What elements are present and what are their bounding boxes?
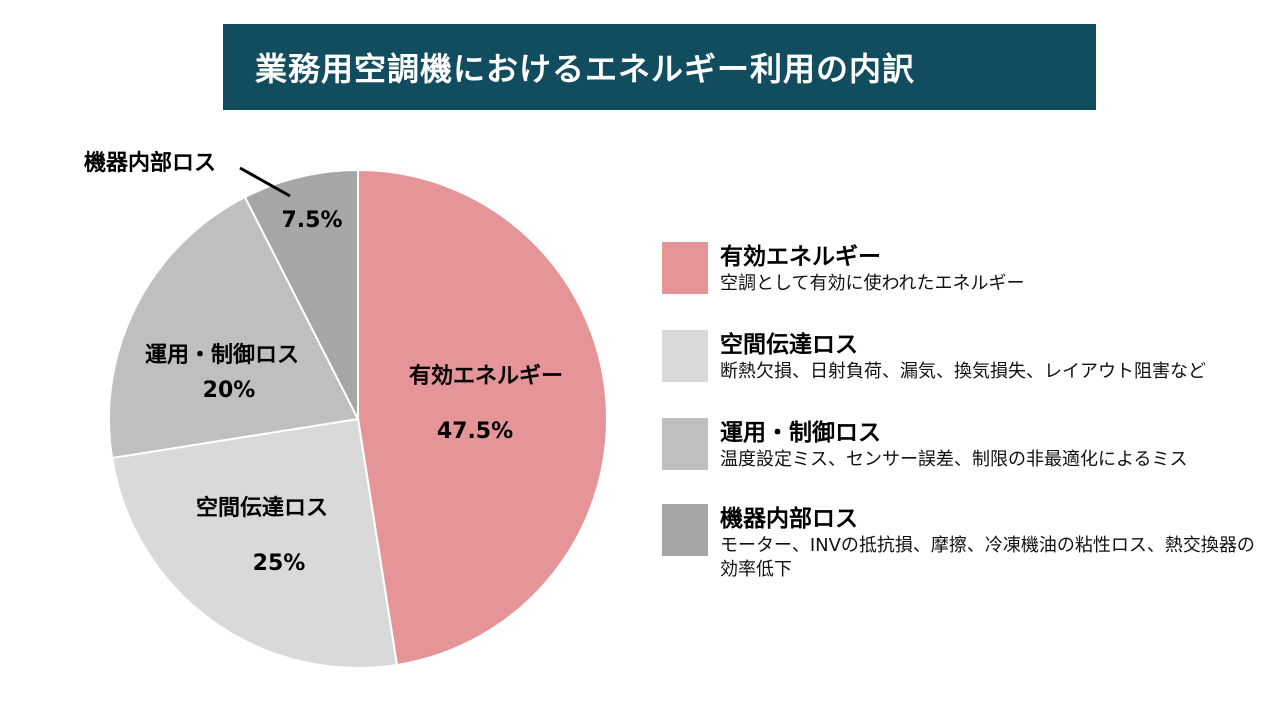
legend-desc-effective: 空調として有効に使われたエネルギー (720, 273, 1025, 294)
slice-value-spatial: 25% (253, 551, 306, 576)
leader-line (239, 166, 291, 198)
legend-title-operation: 運用・制御ロス (720, 420, 881, 446)
slice-label-effective: 有効エネルギー (409, 363, 563, 389)
legend-desc-internal: モーター、INVの抵抗損、摩擦、冷凍機油の粘性ロス、熱交換器の効率低下 (720, 535, 1255, 580)
slice-label-spatial: 空間伝達ロス (196, 495, 328, 521)
legend-swatch-operation (662, 418, 708, 470)
slice-value-internal: 7.5% (281, 208, 342, 233)
slice-value-operation: 20% (203, 378, 256, 403)
pie-slice-internal (243, 168, 359, 420)
slice-value-effective: 47.5% (437, 419, 513, 444)
pie-slice-spatial (110, 417, 399, 669)
legend-title-spatial: 空間伝達ロス (720, 332, 858, 358)
legend-title-internal: 機器内部ロス (720, 506, 858, 532)
chart-title: 業務用空調機におけるエネルギー利用の内訳 (223, 24, 1096, 110)
legend-swatch-internal (662, 504, 708, 556)
legend-swatch-spatial (662, 330, 708, 382)
legend-swatch-effective (662, 242, 708, 294)
slice-label-internal: 機器内部ロス (84, 150, 216, 176)
legend-title-effective: 有効エネルギー (720, 244, 881, 270)
pie-slice-effective (357, 168, 608, 667)
legend-desc-spatial: 断熱欠損、日射負荷、漏気、換気損失、レイアウト阻害など (720, 361, 1206, 382)
pie-slice-operation (108, 195, 360, 460)
legend-desc-operation: 温度設定ミス、センサー誤差、制限の非最適化によるミス (720, 449, 1188, 470)
slice-label-operation: 運用・制御ロス (145, 342, 299, 368)
